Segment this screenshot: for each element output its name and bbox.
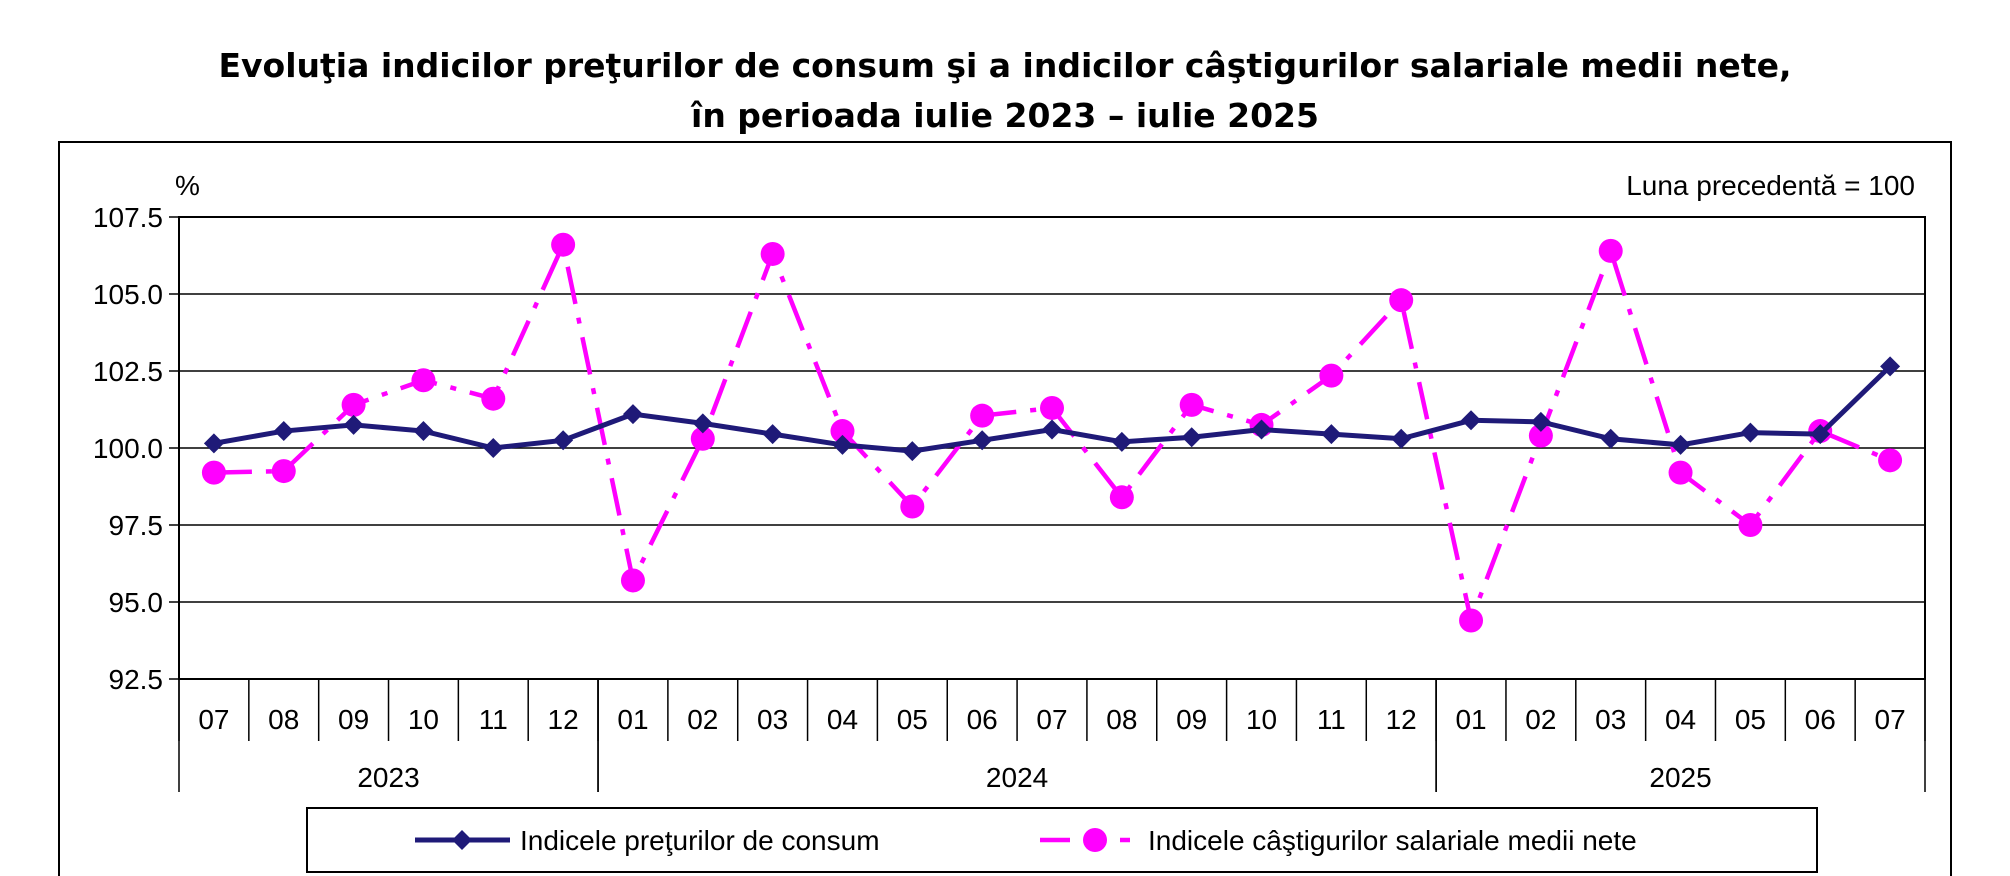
cpi-point-23 (1810, 424, 1831, 445)
wages-point-16 (1319, 363, 1344, 388)
xtick-label-month: 06 (967, 704, 998, 735)
wages-point-22 (1738, 513, 1763, 537)
cpi-point-20 (1600, 428, 1621, 449)
wages-point-21 (1668, 460, 1693, 485)
year-label-2023: 2023 (357, 762, 419, 793)
xtick-label-month: 12 (548, 704, 579, 735)
ytick-label-105.0: 105.0 (93, 279, 163, 310)
xtick-label-month: 04 (1665, 704, 1696, 735)
xtick-label-month: 07 (1036, 704, 1067, 735)
xtick-label-month: 12 (1386, 704, 1417, 735)
legend-label-wages: Indicele câştigurilor salariale medii ne… (1148, 825, 1637, 856)
ytick-label-97.5: 97.5 (109, 510, 164, 541)
legend-label-cpi: Indicele preţurilor de consum (520, 825, 880, 856)
cpi-point-7 (692, 413, 713, 434)
wages-point-5 (551, 232, 576, 257)
cpi-point-19 (1530, 411, 1551, 432)
wages-point-19 (1528, 423, 1553, 448)
wages-point-24 (1878, 448, 1903, 473)
chart-title-line2: în perioada iulie 2023 – iulie 2025 (691, 96, 1319, 135)
xtick-label-month: 07 (198, 704, 229, 735)
cpi-point-3 (413, 421, 434, 442)
cpi-point-9 (832, 434, 853, 455)
xtick-label-month: 10 (1246, 704, 1277, 735)
xtick-label-month: 09 (1176, 704, 1207, 735)
xtick-label-month: 03 (1595, 704, 1626, 735)
xtick-label-month: 08 (268, 704, 299, 735)
cpi-point-6 (622, 404, 643, 425)
chart-frame (58, 141, 1952, 876)
chart-title-line1: Evoluţia indicilor preţurilor de consum … (218, 46, 1792, 85)
xtick-label-month: 10 (408, 704, 439, 735)
cpi-point-1 (273, 421, 294, 442)
cpi-point-24 (1880, 356, 1901, 377)
wages-point-4 (481, 386, 506, 411)
wages-point-11 (970, 403, 995, 428)
ytick-label-102.5: 102.5 (93, 356, 163, 387)
y-unit-label: % (175, 170, 200, 201)
cpi-point-15 (1251, 419, 1272, 440)
base-note: Luna precedentă = 100 (1626, 170, 1915, 201)
xtick-label-month: 11 (479, 704, 508, 735)
year-label-2025: 2025 (1649, 762, 1711, 793)
xtick-label-month: 11 (1317, 704, 1346, 735)
wages-point-0 (201, 460, 226, 485)
xtick-label-month: 07 (1875, 704, 1906, 735)
wages-point-7 (690, 426, 715, 451)
wages-point-8 (760, 241, 785, 266)
cpi-point-5 (553, 430, 574, 451)
cpi-point-4 (483, 438, 504, 458)
xtick-label-month: 05 (897, 704, 928, 735)
xtick-label-month: 02 (1525, 704, 1556, 735)
xtick-label-month: 05 (1735, 704, 1766, 735)
cpi-point-14 (1181, 427, 1202, 448)
xtick-label-month: 04 (827, 704, 858, 735)
wages-point-20 (1598, 238, 1623, 263)
year-label-2024: 2024 (986, 762, 1048, 793)
wages-point-13 (1109, 485, 1134, 510)
ytick-label-107.5: 107.5 (93, 202, 163, 233)
wages-point-17 (1389, 288, 1414, 313)
xtick-label-month: 01 (1455, 704, 1486, 735)
xtick-label-month: 06 (1805, 704, 1836, 735)
cpi-point-21 (1670, 434, 1691, 455)
wages-point-6 (620, 568, 645, 593)
wages-point-12 (1040, 395, 1064, 420)
cpi-point-8 (762, 424, 783, 445)
cpi-point-22 (1740, 422, 1761, 443)
wages-point-2 (341, 392, 366, 417)
cpi-point-17 (1391, 428, 1412, 449)
cpi-point-13 (1111, 431, 1132, 452)
legend-marker-cpi (452, 830, 472, 850)
wages-point-14 (1179, 392, 1204, 417)
cpi-point-0 (203, 433, 224, 454)
xtick-label-month: 09 (338, 704, 369, 735)
cpi-point-12 (1042, 419, 1062, 440)
ytick-label-100.0: 100.0 (93, 433, 163, 464)
wages-point-3 (411, 368, 436, 393)
cpi-point-2 (343, 414, 364, 435)
cpi-point-16 (1321, 424, 1342, 445)
ytick-label-95.0: 95.0 (109, 587, 164, 618)
wages-point-10 (900, 494, 925, 519)
wages-point-9 (830, 419, 855, 444)
cpi-point-11 (972, 430, 993, 451)
cpi-point-18 (1461, 410, 1482, 431)
legend-marker-wages (1083, 828, 1107, 852)
xtick-label-month: 03 (757, 704, 788, 735)
xtick-label-month: 01 (617, 704, 648, 735)
wages-point-18 (1459, 608, 1484, 633)
cpi-point-10 (902, 441, 923, 462)
wages-point-1 (271, 459, 296, 484)
xtick-label-month: 08 (1106, 704, 1137, 735)
ytick-label-92.5: 92.5 (109, 664, 164, 695)
xtick-label-month: 02 (687, 704, 718, 735)
